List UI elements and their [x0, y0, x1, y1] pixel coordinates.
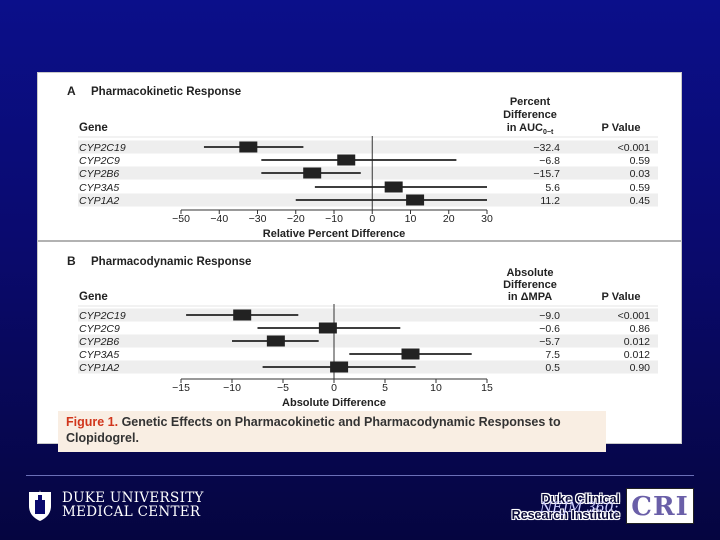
gene-label: CYP3A5 — [79, 349, 119, 361]
estimate-marker — [384, 181, 403, 193]
diff-header-line: Absolute — [506, 267, 553, 279]
x-tick-label: −30 — [249, 213, 267, 225]
estimate-marker — [330, 361, 349, 373]
p-value: 0.45 — [630, 195, 651, 207]
diff-header-line: Difference — [503, 279, 557, 291]
gene-label: CYP2C9 — [79, 155, 120, 167]
estimate-marker — [406, 194, 425, 206]
x-tick-label: −10 — [325, 213, 343, 225]
footer-divider — [26, 475, 694, 476]
x-tick-label: 10 — [405, 213, 417, 225]
row-stripe — [78, 140, 658, 154]
p-value: 0.59 — [630, 155, 651, 167]
estimate-marker — [239, 141, 258, 153]
diff-value: 5.6 — [545, 182, 560, 194]
panel-letter: B — [67, 254, 76, 268]
gene-header: Gene — [79, 122, 108, 134]
x-tick-label: −50 — [172, 213, 190, 225]
x-tick-label: 20 — [443, 213, 455, 225]
duke-wordmark: DUKE UNIVERSITY MEDICAL CENTER — [62, 491, 204, 519]
p-value: 0.86 — [630, 323, 651, 335]
x-tick-label: 10 — [430, 382, 442, 394]
panel-title: Pharmacodynamic Response — [91, 256, 251, 268]
gene-header: Gene — [79, 291, 108, 303]
diff-value: −6.8 — [539, 155, 560, 167]
diff-value: −32.4 — [533, 142, 560, 154]
cri-logo: CRI — [626, 488, 694, 524]
estimate-marker — [401, 348, 420, 360]
figure-caption: Figure 1. Genetic Effects on Pharmacokin… — [58, 411, 606, 452]
row-stripe — [78, 334, 658, 348]
p-value: 0.90 — [630, 362, 651, 374]
x-tick-label: 0 — [331, 382, 337, 394]
x-tick-label: −10 — [223, 382, 241, 394]
x-tick-label: −5 — [277, 382, 289, 394]
dcri-line-2: Research Institute — [511, 508, 620, 522]
diff-value: −15.7 — [533, 168, 560, 180]
gene-label: CYP2C19 — [79, 310, 126, 322]
duke-line-1: DUKE UNIVERSITY — [62, 490, 204, 506]
caption-label: Figure 1. — [66, 415, 119, 429]
x-axis-label: Absolute Difference — [282, 397, 386, 409]
diff-value: −0.6 — [539, 323, 560, 335]
p-value: 0.59 — [630, 182, 651, 194]
panel-letter: A — [67, 84, 76, 98]
p-value: <0.001 — [618, 310, 651, 322]
x-axis-label: Relative Percent Difference — [263, 228, 405, 240]
gene-label: CYP2B6 — [79, 336, 119, 348]
dcri-line-1: Duke Clinical — [541, 492, 621, 506]
diff-header-line: Percent — [510, 96, 551, 108]
diff-header-line: Difference — [503, 109, 557, 121]
dcri-wordmark: Duke Clinical Research Institute — [498, 491, 620, 523]
x-tick-label: 0 — [369, 213, 375, 225]
row-stripe — [78, 308, 658, 322]
row-stripe — [78, 166, 658, 180]
citation: NEJM 360; — [540, 500, 619, 516]
gene-label: CYP2C9 — [79, 323, 120, 335]
gene-label: CYP2C19 — [79, 142, 126, 154]
forest-plot: A Pharmacokinetic ResponsePercentDifferen… — [38, 84, 681, 409]
diff-value: 0.5 — [545, 362, 560, 374]
p-value-header: P Value — [602, 122, 641, 134]
diff-header-line: in ΔMPA — [508, 291, 552, 303]
p-value: <0.001 — [618, 142, 651, 154]
x-tick-label: 30 — [481, 213, 493, 225]
p-value: 0.03 — [630, 168, 651, 180]
gene-label: CYP2B6 — [79, 168, 119, 180]
figure-panel: A Pharmacokinetic Response Percent Differen… — [37, 72, 682, 444]
diff-value: 7.5 — [545, 349, 560, 361]
duke-chapel-icon — [29, 490, 51, 521]
x-tick-label: −40 — [210, 213, 228, 225]
diff-value: −9.0 — [539, 310, 560, 322]
estimate-marker — [337, 154, 356, 166]
x-tick-label: −15 — [172, 382, 190, 394]
gene-label: CYP1A2 — [79, 195, 119, 207]
duke-line-2: MEDICAL CENTER — [62, 504, 201, 520]
gene-label: CYP3A5 — [79, 182, 119, 194]
p-value: 0.012 — [624, 336, 650, 348]
diff-header-sub: 0−t — [543, 129, 554, 136]
p-value: 0.012 — [624, 349, 650, 361]
caption-text: Genetic Effects on Pharmacokinetic and P… — [66, 415, 561, 445]
x-tick-label: −20 — [287, 213, 305, 225]
x-tick-label: 15 — [481, 382, 493, 394]
estimate-marker — [318, 322, 337, 334]
panel-title: Pharmacokinetic Response — [91, 86, 241, 98]
cri-logo-text: CRI — [631, 492, 689, 522]
estimate-marker — [266, 335, 285, 347]
diff-header-line: in AUC0−t — [507, 122, 554, 136]
p-value-header: P Value — [602, 291, 641, 303]
estimate-marker — [233, 309, 252, 321]
diff-value: 11.2 — [540, 195, 560, 207]
estimate-marker — [303, 167, 322, 179]
x-tick-label: 5 — [382, 382, 388, 394]
gene-label: CYP1A2 — [79, 362, 119, 374]
diff-value: −5.7 — [539, 336, 560, 348]
